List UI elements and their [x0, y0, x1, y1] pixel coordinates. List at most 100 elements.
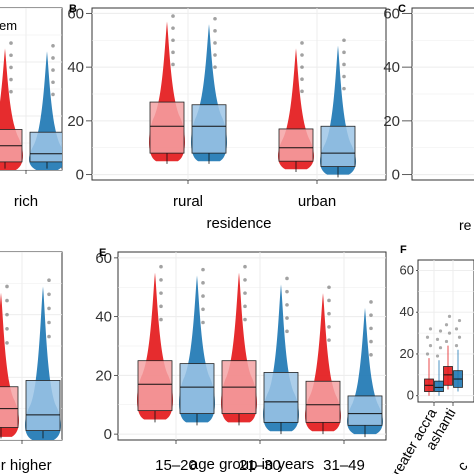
outlier-point [201, 307, 205, 312]
outlier-point [47, 306, 51, 311]
outlier-point [428, 327, 433, 331]
outlier-point [9, 65, 13, 70]
outlier-point [457, 335, 462, 339]
outlier-point [300, 53, 304, 57]
x-tick-label: urban [298, 193, 336, 210]
box-male [434, 380, 444, 392]
y-tick-label: 20 [383, 113, 400, 130]
outlier-point [9, 41, 13, 45]
outlier-point [285, 303, 289, 307]
outlier-point [159, 291, 163, 295]
outlier-point [243, 304, 247, 309]
outlier-point [5, 312, 9, 317]
outlier-point [171, 26, 175, 30]
outlier-point [285, 276, 289, 281]
panel-e: 0 20 40 60 15–20 21–30 31–49 age group in years… [95, 247, 387, 474]
box-male [347, 395, 383, 426]
outlier-point [369, 326, 373, 331]
outlier-point [425, 335, 430, 339]
outlier-point [457, 318, 462, 323]
outlier-point [171, 38, 175, 43]
outlier-point [454, 344, 459, 348]
box-female [443, 366, 453, 386]
y-tick-label: 20 [95, 367, 112, 384]
outlier-point [300, 77, 304, 82]
outlier-point [327, 298, 331, 303]
outlier-point [369, 313, 373, 317]
outlier-point [47, 334, 51, 339]
x-axis-label: age group in years [190, 456, 314, 473]
outlier-point [444, 323, 449, 327]
outlier-point [300, 89, 304, 94]
outlier-point [327, 311, 331, 316]
box-female [137, 360, 173, 412]
outlier-point [243, 291, 247, 295]
outlier-point [444, 339, 449, 344]
outlier-point [47, 292, 51, 297]
outlier-point [201, 294, 205, 298]
outlier-point [447, 314, 452, 318]
y-tick-label: 40 [400, 304, 414, 319]
outlier-point [51, 56, 55, 60]
outlier-point [159, 278, 163, 282]
outlier-point [171, 50, 175, 55]
x-tick-label: 21–30 [239, 457, 281, 474]
y-tick-label: 40 [95, 309, 112, 326]
outlier-point [342, 62, 346, 67]
panel-label: C [398, 3, 406, 15]
outlier-point [51, 80, 55, 85]
outlier-point [243, 317, 247, 322]
outlier-point [300, 41, 304, 45]
y-tick-label: 20 [67, 113, 84, 130]
y-tick-label: 40 [67, 59, 84, 76]
outlier-point [243, 278, 247, 282]
outlier-point [300, 65, 304, 69]
outlier-point [213, 16, 217, 21]
panel-d: or higher [0, 251, 63, 474]
outlier-point [369, 300, 373, 304]
outlier-point [51, 44, 55, 48]
outlier-point [447, 331, 452, 335]
panel-label: B [69, 3, 77, 15]
outlier-point [51, 92, 55, 97]
box-male [29, 131, 62, 163]
outlier-point [51, 68, 55, 72]
outlier-point [213, 53, 217, 57]
box-male [263, 372, 299, 423]
x-tick-label: 15–20 [155, 457, 197, 474]
outlier-point [342, 50, 346, 55]
partial-axis-label-bottom-right: c [454, 458, 470, 474]
x-tick-label: or higher [0, 457, 52, 474]
x-tick-label: rural [173, 193, 203, 210]
outlier-point [201, 281, 205, 285]
outlier-point [342, 74, 346, 79]
x-axis-label: residence [206, 215, 271, 232]
partial-legend-title: em [0, 18, 17, 33]
box-male [25, 380, 61, 432]
outlier-point [171, 62, 175, 67]
y-tick-label: 0 [104, 426, 112, 443]
panel-label: F [400, 244, 407, 256]
box-female [278, 128, 314, 162]
y-tick-label: 20 [400, 346, 414, 361]
box-male [179, 363, 215, 414]
outlier-point [428, 344, 433, 348]
outlier-point [5, 341, 9, 345]
outlier-point [327, 338, 331, 342]
y-tick-label: 60 [383, 5, 400, 22]
outlier-point [435, 354, 440, 358]
outlier-point [285, 329, 289, 334]
outlier-point [369, 339, 373, 344]
box-male [191, 104, 227, 154]
outlier-point [9, 89, 13, 94]
outlier-point [435, 337, 440, 341]
y-tick-label: 40 [383, 59, 400, 76]
box-female [149, 101, 185, 154]
outlier-point [47, 320, 51, 325]
x-tick-label: 31–49 [323, 457, 365, 474]
outlier-point [159, 264, 163, 269]
panel-a: rich [0, 7, 63, 210]
outlier-point [425, 352, 430, 356]
